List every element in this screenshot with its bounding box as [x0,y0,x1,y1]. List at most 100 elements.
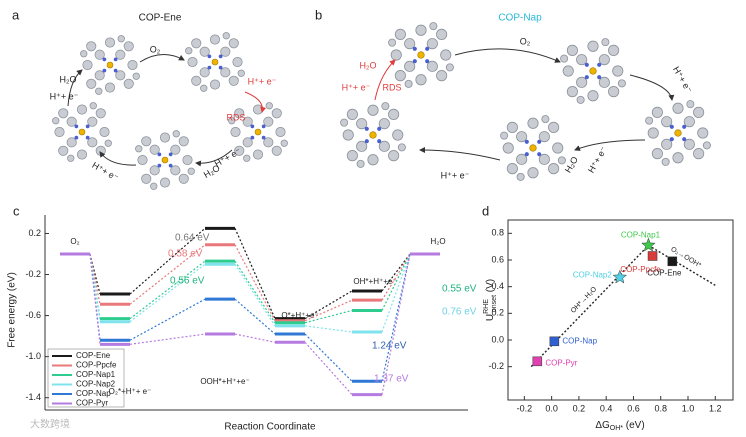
y-tick-label: 0.2 [491,308,504,318]
y-tick-label: 0.2 [28,228,41,238]
trend-line [530,244,649,368]
legend-frame [47,348,125,408]
legend-label: COP-Ene [76,351,111,360]
panel-label: d [482,203,489,218]
panel-title: COP-Ene [139,13,182,24]
connector [304,325,353,333]
annotation: RDS [226,112,245,122]
connector [381,253,411,333]
annotation: O₂ [520,36,531,46]
x-tick-label: 1.2 [709,403,722,413]
annotation: H₂O [360,60,377,70]
point-label: COP-Nap [562,336,597,345]
connector [129,227,206,295]
connector [89,253,101,295]
point-label: COP-Nap2 [573,270,613,279]
point [612,269,628,284]
legend-label: COP-Nap1 [76,370,116,379]
x-tick-label: 1.0 [682,403,695,413]
plot-frame [507,219,734,401]
annotation: H⁺+ e⁻ [671,65,694,95]
line-label: OH*→H₂O [570,285,599,314]
annotation: 0.56 eV [170,276,205,287]
x-tick-label: 0.6 [627,403,640,413]
point [647,251,658,261]
point-label: COP-Ppcfe [620,265,661,274]
category-label: O₂*+H⁺+ e⁻ [109,387,152,396]
connector [304,299,353,322]
annotation: 1.37 eV [374,374,409,385]
connector [89,253,101,345]
arrows-a [67,54,267,167]
molecules-a [52,32,288,190]
y-label-unit: (V) [485,279,496,295]
y-axis-title: Free energy (eV) [7,272,18,348]
annotation: H⁺+ e⁻ [586,145,609,175]
trend-line [648,244,716,286]
y-label-sub: onset [491,295,498,312]
connector [381,253,411,301]
connector [89,253,101,322]
category-label: H₂O [430,237,445,246]
connector [234,228,276,319]
watermark: 大数跨境 [30,418,70,431]
point-label: COP-Pyr [545,358,577,367]
y-tick-label: 0.0 [491,334,504,344]
x-tick-label: -0.2 [517,403,533,413]
x-axis-title: Reaction Coordinate [224,422,316,433]
connector [304,333,353,382]
annotation: H⁺+ e⁻ [248,76,277,86]
point-label: COP-Nap1 [621,230,661,239]
annotation: 0.58 eV [168,249,203,260]
connector [234,244,276,321]
y-tick-label: 0.4 [491,281,504,291]
x-label-unit: (eV) [623,420,645,431]
x-tick-label: 0.4 [600,403,613,413]
x-label-main: ΔG [595,420,610,431]
connector [129,263,206,323]
legend-label: COP-Ppcfe [76,361,117,370]
y-label-main: U [485,314,496,321]
annotation: O₂ [150,44,161,54]
x-tick-label: 0.0 [545,403,558,413]
y-tick-label: 0.8 [491,228,504,238]
panel-label: c [13,203,20,218]
annotation: 0.64 eV [175,233,210,244]
annotation: RDS [382,82,401,92]
y-tick-label: -0.2 [488,361,504,371]
connector [234,263,276,327]
y-tick-label: 0.6 [491,254,504,264]
connector [234,333,276,343]
y-tick-label: -0.2 [25,269,41,279]
connector [234,298,276,335]
point [549,336,560,347]
y-tick-label: -1.0 [25,351,41,361]
annotation: 0.76 eV [442,307,477,318]
annotation: H₂O [563,155,580,175]
connector [381,253,411,382]
annotation: H⁺+ e⁻ [50,91,79,101]
y-axis-title: URHEonset (V) [483,279,498,321]
y-label-sup: RHE [483,299,490,314]
panel-label: b [315,7,322,22]
connector [129,298,206,341]
annotation: 1.24 eV [372,341,407,352]
point [532,356,543,367]
x-tick-label: 0.2 [573,403,586,413]
category-label: OOH*+H⁺+e⁻ [200,377,249,386]
annotation: H₂O [60,74,77,84]
connector [304,290,353,320]
annotation: 0.55 eV [442,284,477,295]
legend-label: COP-Pyr [76,399,108,408]
connector [304,309,353,324]
connector [304,341,353,396]
x-tick-label: 0.8 [654,403,667,413]
x-label-sub: OH* [610,425,624,432]
arrows-b [374,48,675,161]
connector [381,253,411,311]
legend-label: COP-Nap2 [76,380,116,389]
point [641,237,656,252]
annotation: H⁺+ e⁻ [441,170,470,180]
panel-label: a [12,7,20,22]
x-axis-title: ΔGOH* (eV) [595,420,644,432]
